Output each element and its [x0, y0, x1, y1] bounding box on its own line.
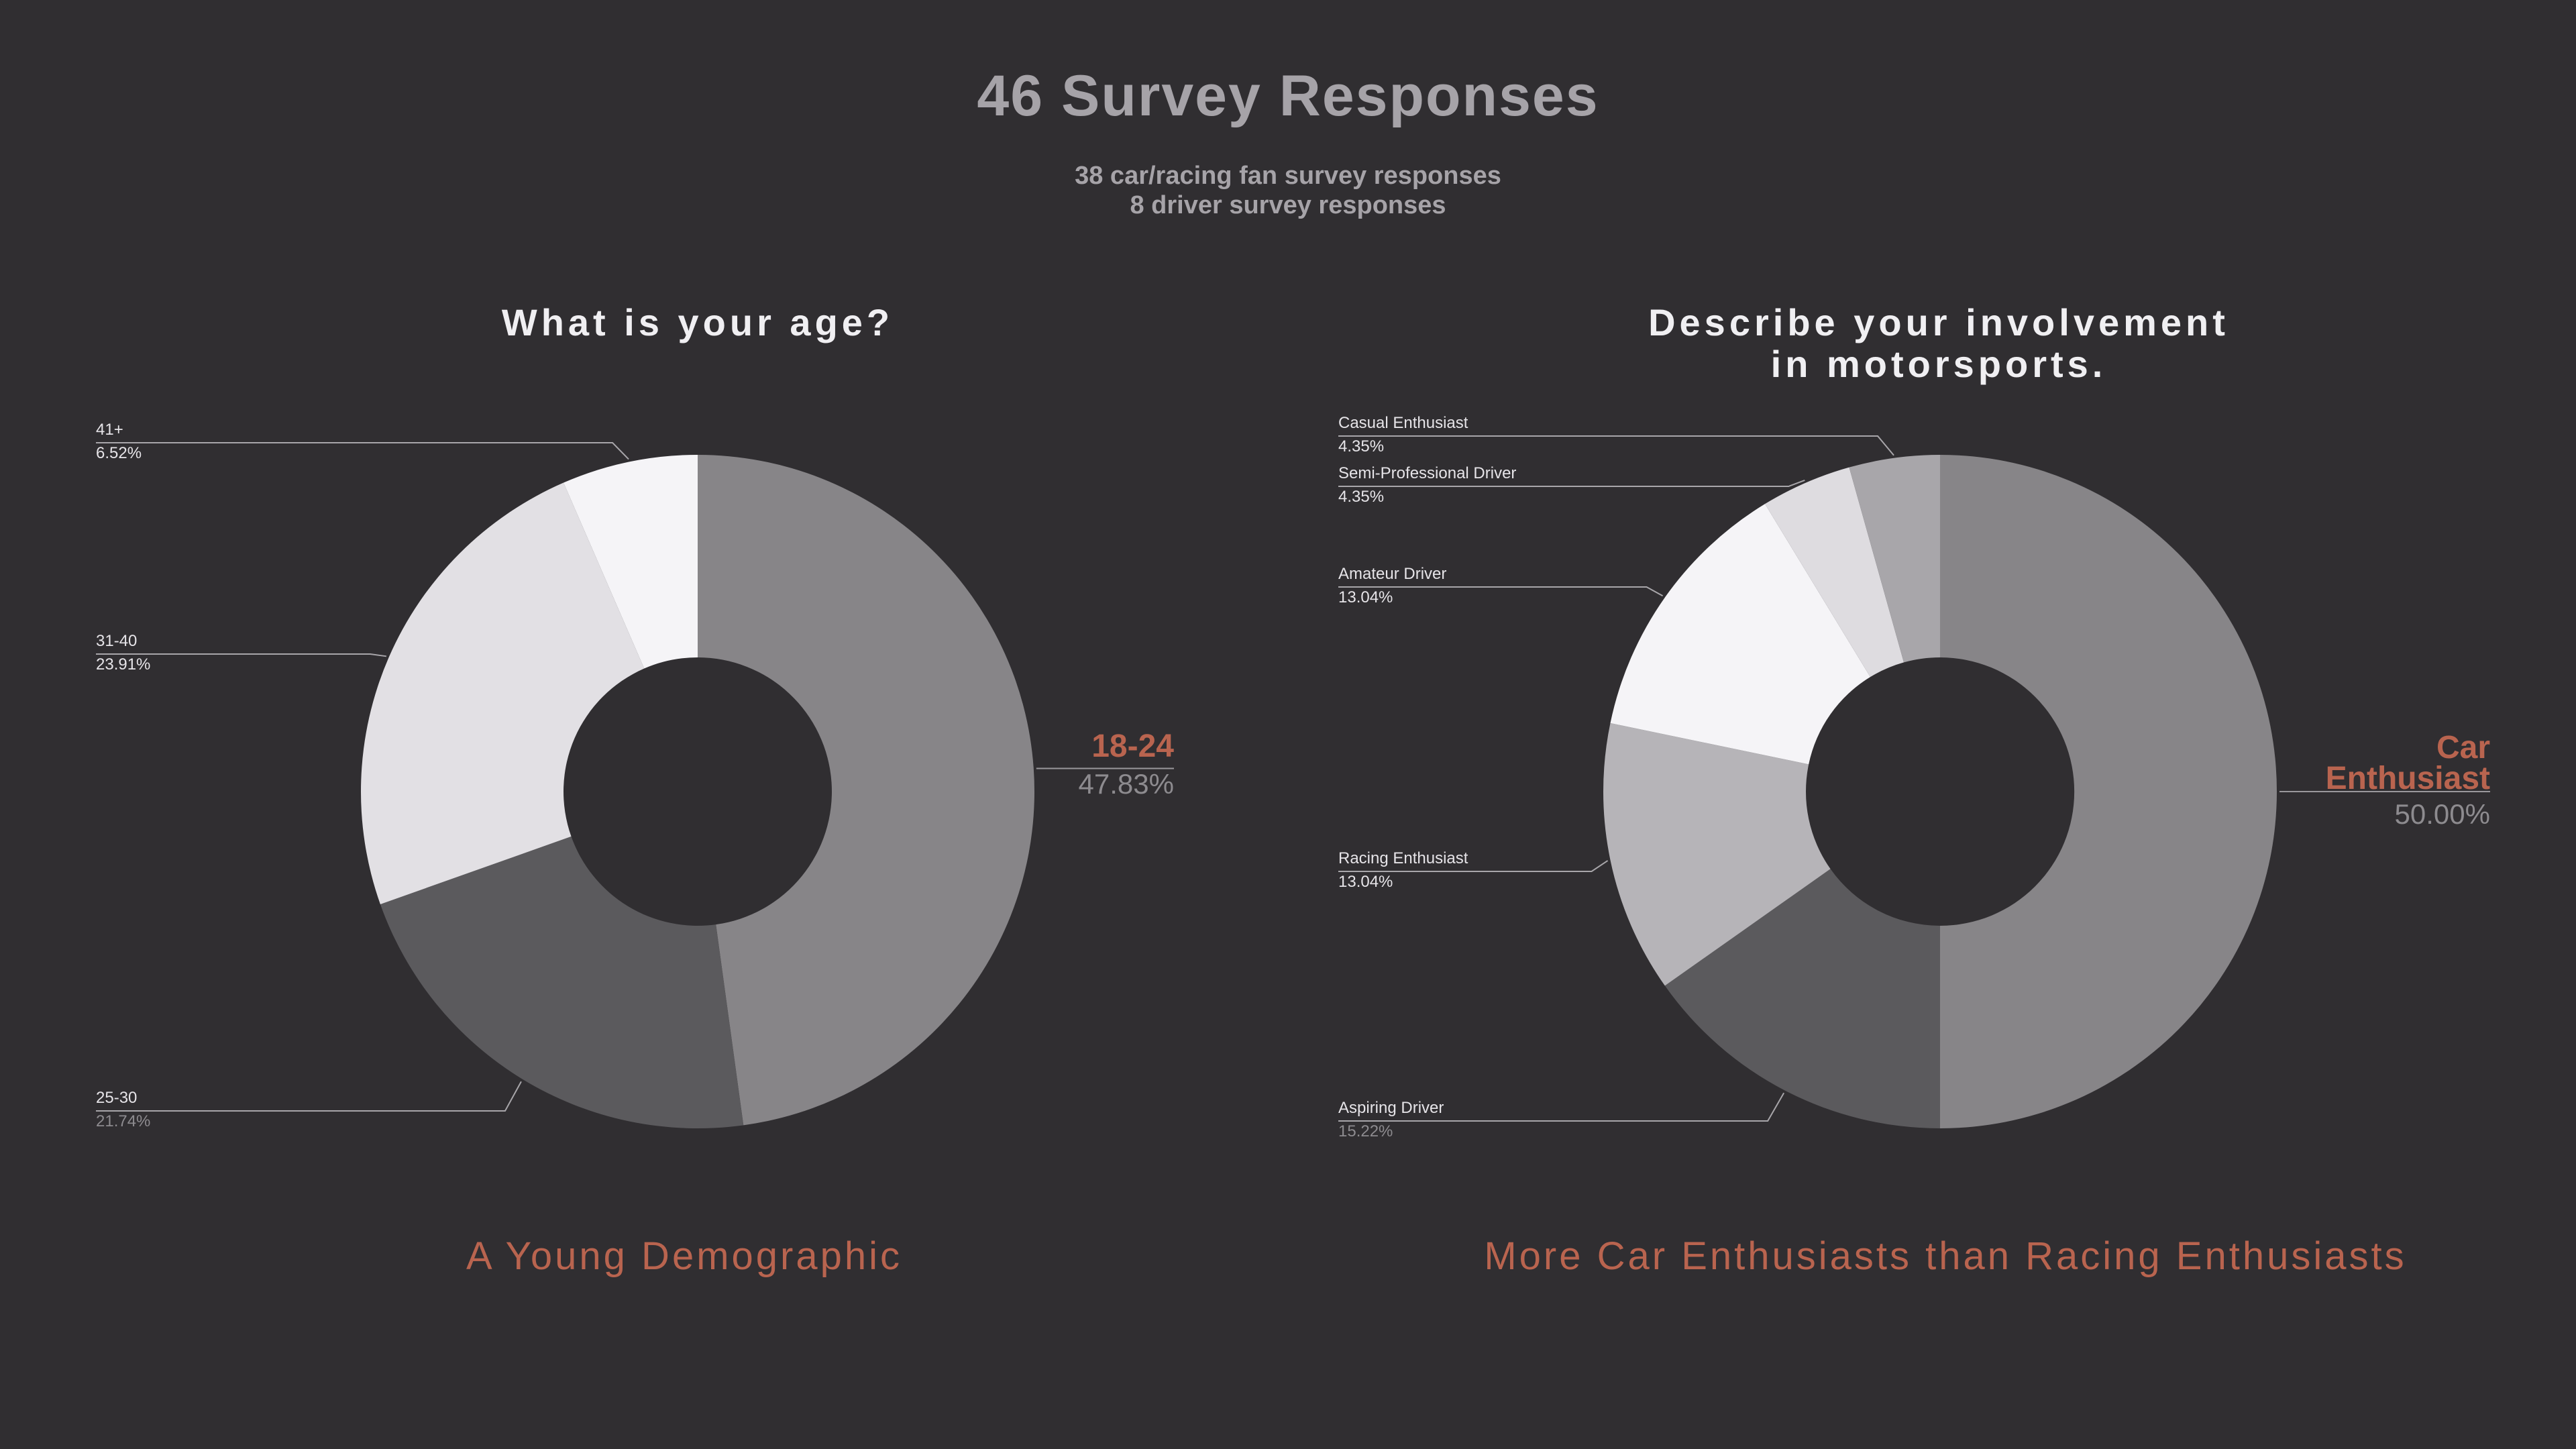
involvement-label-amateur-driver: Amateur Driver: [1338, 565, 1446, 583]
age-leader-line-25-30: [96, 1081, 522, 1112]
age-slice-25-30: [380, 836, 744, 1128]
involvement-slice-semi-professional-driver: [1765, 467, 1904, 678]
involvement-slice-aspiring-driver: [1664, 869, 1940, 1128]
involvement-leader-line-amateur-driver: [1338, 586, 1664, 597]
involvement-value-semi-professional-driver: 4.35%: [1338, 488, 1384, 506]
involvement-leader-line-casual-enthusiast: [1338, 435, 1894, 456]
involvement-leader-line-racing-enthusiast: [1338, 860, 1609, 872]
involvement-chart-takeaway: More Car Enthusiasts than Racing Enthusi…: [1484, 1234, 2407, 1278]
involvement-leader-line-semi-professional-driver: [1338, 479, 1805, 487]
involvement-label-semi-professional-driver: Semi-Professional Driver: [1338, 464, 1516, 482]
involvement-value-amateur-driver: 13.04%: [1338, 588, 1393, 606]
age-highlight-label-18-24: 18-24: [1091, 729, 1174, 764]
involvement-value-aspiring-driver: 15.22%: [1338, 1122, 1393, 1140]
involvement-leader-line-aspiring-driver: [1338, 1092, 1785, 1122]
involvement-slice-car-enthusiast: [1940, 455, 2277, 1128]
age-leader-line-41: [96, 442, 629, 460]
page-title: 46 Survey Responses: [977, 64, 1599, 128]
age-value-41: 6.52%: [96, 444, 142, 462]
age-value-25-30: 21.74%: [96, 1112, 150, 1130]
involvement-slice-amateur-driver: [1610, 504, 1871, 765]
involvement-highlight-label-enthusiast: Enthusiast: [2326, 761, 2490, 796]
subtitle-fan-responses: 38 car/racing fan survey responses: [1075, 162, 1501, 190]
age-donut-chart: 18-24 47.83% 25-30 21.74% 31-40 23.91% 41+ 6.52…: [96, 421, 1174, 1130]
subtitle-driver-responses: 8 driver survey responses: [1130, 191, 1446, 219]
age-chart-title: What is your age?: [501, 301, 894, 343]
involvement-label-casual-enthusiast: Casual Enthusiast: [1338, 414, 1468, 432]
age-value-31-40: 23.91%: [96, 655, 150, 674]
involvement-highlight-value: 50.00%: [2395, 798, 2490, 830]
age-label-25-30: 25-30: [96, 1089, 137, 1107]
involvement-highlight-label-car: Car: [2436, 730, 2490, 765]
age-label-41: 41+: [96, 421, 123, 439]
involvement-slice-casual-enthusiast: [1849, 455, 1940, 663]
involvement-label-aspiring-driver: Aspiring Driver: [1338, 1099, 1444, 1117]
involvement-value-casual-enthusiast: 4.35%: [1338, 437, 1384, 455]
age-label-31-40: 31-40: [96, 632, 137, 650]
age-slice-41: [564, 455, 698, 669]
age-slice-31-40: [361, 482, 645, 904]
involvement-chart-title: Describe your involvement in motorsports…: [1648, 301, 2229, 385]
age-slice-18-24: [698, 455, 1035, 1126]
age-leader-line-31-40: [96, 653, 387, 657]
age-chart-takeaway: A Young Demographic: [466, 1234, 902, 1278]
involvement-slice-racing-enthusiast: [1603, 722, 1831, 986]
age-highlight-value: 47.83%: [1079, 768, 1174, 800]
involvement-label-racing-enthusiast: Racing Enthusiast: [1338, 849, 1468, 867]
involvement-value-racing-enthusiast: 13.04%: [1338, 873, 1393, 891]
